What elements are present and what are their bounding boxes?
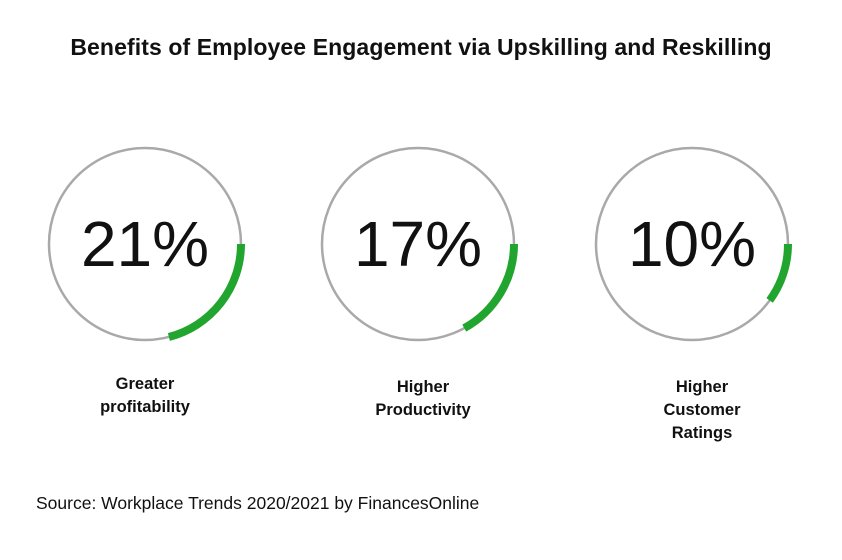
gauge-chart: 21% 17% 10% <box>47 146 792 342</box>
source-note: Source: Workplace Trends 2020/2021 by Fi… <box>36 493 480 513</box>
gauge-label-productivity: Higher Productivity <box>375 378 471 419</box>
gauge-progress-arc <box>766 243 792 303</box>
gauge-productivity: 17% <box>320 146 518 342</box>
gauge-label-customer-ratings: Higher Customer Ratings <box>663 378 741 442</box>
gauge-value: 21% <box>81 208 209 280</box>
gauge-progress-arc <box>167 243 245 341</box>
gauge-customer-ratings: 10% <box>594 146 792 342</box>
gauge-value: 17% <box>354 208 482 280</box>
gauge-value: 10% <box>628 208 756 280</box>
gauge-profitability: 21% <box>47 146 245 342</box>
gauge-progress-arc <box>462 243 518 332</box>
chart-title: Benefits of Employee Engagement via Upsk… <box>70 34 772 60</box>
gauge-label-profitability: Greater profitability <box>100 375 190 416</box>
